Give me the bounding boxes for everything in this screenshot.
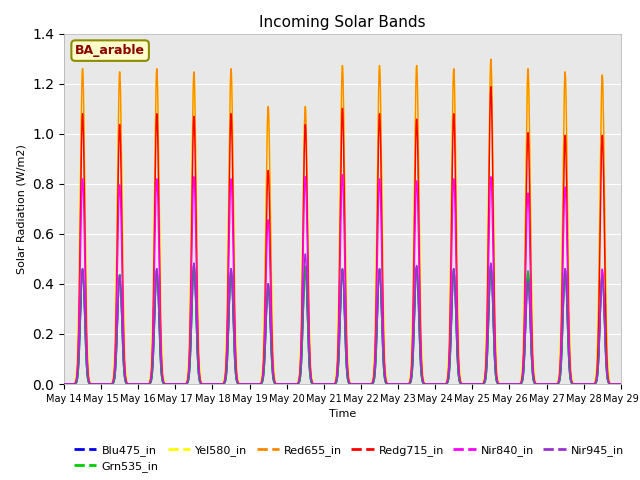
- Text: BA_arable: BA_arable: [75, 44, 145, 57]
- Legend: Blu475_in, Grn535_in, Yel580_in, Red655_in, Redg715_in, Nir840_in, Nir945_in: Blu475_in, Grn535_in, Yel580_in, Red655_…: [70, 440, 629, 477]
- X-axis label: Time: Time: [329, 409, 356, 419]
- Title: Incoming Solar Bands: Incoming Solar Bands: [259, 15, 426, 30]
- Y-axis label: Solar Radiation (W/m2): Solar Radiation (W/m2): [17, 144, 27, 274]
